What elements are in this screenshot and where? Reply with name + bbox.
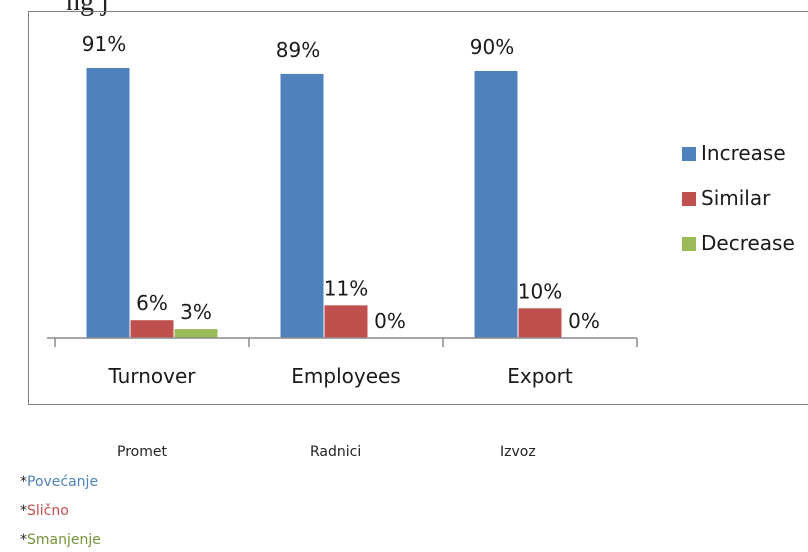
note-text: Smanjenje <box>27 532 101 548</box>
bar-increase-turnover <box>86 68 130 338</box>
x-tick-label-export: Export <box>507 364 573 388</box>
translation-label-izvoz: Izvoz <box>500 444 536 460</box>
page-title: ng j <box>66 0 109 17</box>
bar-decrease-turnover <box>174 329 218 338</box>
translation-label-radnici: Radnici <box>310 444 362 460</box>
note-povecanje: *Povećanje <box>20 474 98 490</box>
legend-label-decrease: Decrease <box>701 231 795 255</box>
legend-swatch-increase <box>682 147 696 161</box>
data-label-increase-export: 90% <box>470 35 514 59</box>
legend-label-increase: Increase <box>701 141 786 165</box>
x-axis: Turnover Employees Export <box>47 337 638 388</box>
legend-swatch-decrease <box>682 237 696 251</box>
bar-increase-employees <box>280 73 324 338</box>
x-tick-label-turnover: Turnover <box>107 364 196 388</box>
note-slicno: *Slično <box>20 503 69 519</box>
data-label-increase-turnover: 91% <box>82 32 126 56</box>
note-prefix: * <box>20 503 27 519</box>
bar-similar-export <box>518 308 562 338</box>
data-label-similar-export: 10% <box>518 279 562 303</box>
bar-similar-turnover <box>130 320 174 338</box>
bars-layer: 91%6% 3%89%11%0%90%10%0% <box>82 32 600 338</box>
note-prefix: * <box>20 532 27 548</box>
data-label-decrease-export: 0% <box>568 309 600 333</box>
data-label-decrease-employees: 0% <box>374 309 406 333</box>
legend-swatch-similar <box>682 192 696 206</box>
translation-label-promet: Promet <box>117 444 167 460</box>
legend: Increase Similar Decrease <box>682 141 795 255</box>
note-text: Povećanje <box>27 474 99 490</box>
bar-similar-employees <box>324 305 368 338</box>
note-smanjenje: *Smanjenje <box>20 532 101 548</box>
note-prefix: * <box>20 474 27 490</box>
data-label-similar-employees: 11% <box>324 276 368 300</box>
data-label-decrease-turnover: 3% <box>180 300 212 324</box>
x-tick-label-employees: Employees <box>291 364 400 388</box>
legend-label-similar: Similar <box>701 186 771 210</box>
data-label-increase-employees: 89% <box>276 38 320 62</box>
data-label-similar-turnover: 6% <box>136 291 168 315</box>
chart-frame <box>28 11 808 405</box>
note-text: Slično <box>27 503 69 519</box>
bar-increase-export <box>474 70 518 338</box>
